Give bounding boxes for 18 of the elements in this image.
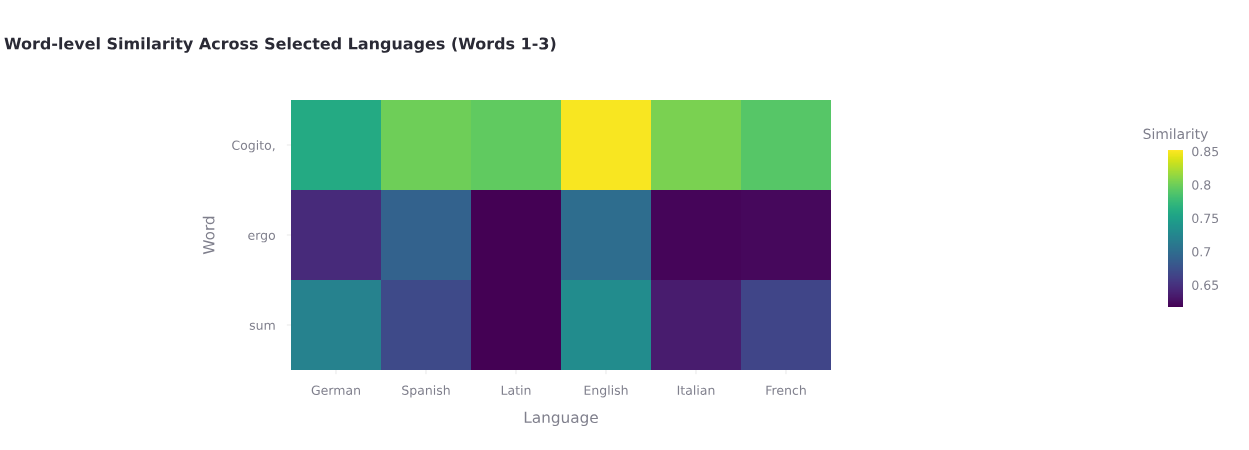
x-tick-label: French [766,385,806,395]
y-tick-label: sum [249,322,275,330]
color-bar-label: 0.75 [1192,213,1219,224]
color-bar-label: 0.85 [1192,146,1219,157]
x-tick-label: German [311,385,360,395]
x-tick-label: Spanish [402,385,450,398]
color-bar-label: 0.65 [1192,280,1219,290]
y-axis-title: Word [202,216,215,255]
x-tick-label: Italian [677,385,715,395]
x-tick-label: Latin [501,385,531,395]
chart-title: Word-level Similarity Across Selected Languages (Words 1-3) [4,37,556,53]
x-tick-label: English [584,385,628,398]
y-tick-label: Cogito, [232,140,275,153]
y-tick-label: ergo [248,232,276,243]
color-bar-label: 0.7 [1192,247,1211,257]
color-bar-label: 0.8 [1192,180,1211,190]
x-axis-title: Language [524,411,598,427]
color-bar-title: Similarity [1143,128,1208,142]
